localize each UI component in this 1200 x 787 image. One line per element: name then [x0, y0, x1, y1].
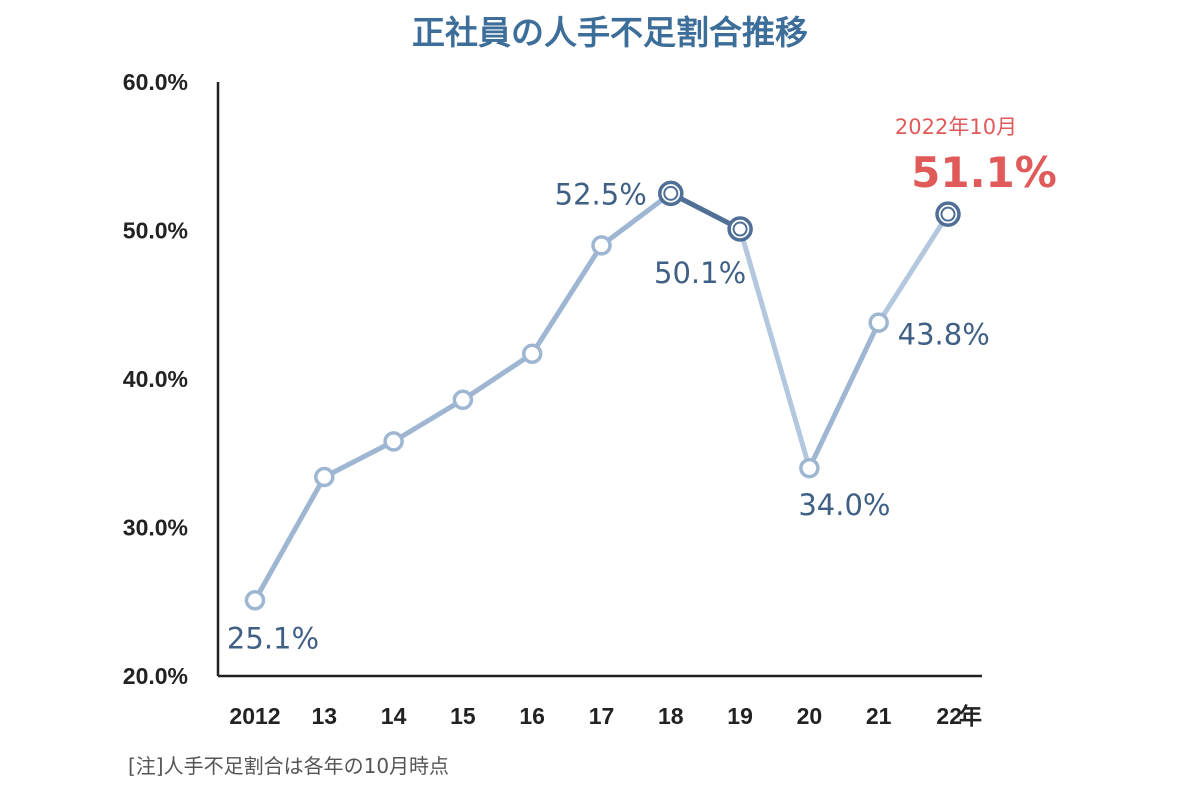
line-segment [529, 242, 604, 357]
x-tick-label: 19 [727, 703, 753, 729]
line-segment [737, 226, 812, 471]
data-point [591, 235, 612, 256]
data-point [521, 343, 543, 365]
y-tick-label: 20.0% [123, 663, 188, 689]
data-point-inner-ring [663, 185, 679, 201]
line-segment [252, 474, 327, 603]
series-line [252, 190, 951, 603]
data-label: 34.0% [798, 488, 890, 522]
line-segment [391, 397, 466, 444]
x-tick-label: 13 [312, 703, 338, 729]
x-axis-unit: 年 [959, 703, 982, 730]
x-tick-labels: 2012 13 14 15 16 17 18 19 20 21 22 [229, 703, 962, 729]
line-segment [321, 438, 397, 480]
x-tick-label: 18 [658, 703, 684, 729]
data-labels: 25.1% 52.5% 50.1% 34.0% 43.8% [227, 177, 990, 655]
data-label: 43.8% [898, 318, 990, 352]
data-point-inner-ring [940, 206, 956, 222]
line-segment [460, 351, 535, 403]
highlight-date-label: 2022年10月 [895, 115, 1017, 139]
x-tick-label: 17 [589, 703, 615, 729]
line-segment [876, 211, 951, 326]
line-segment [668, 190, 743, 232]
data-label: 50.1% [654, 256, 746, 290]
data-label: 25.1% [227, 621, 319, 655]
data-point [314, 466, 335, 488]
data-point [868, 312, 889, 333]
y-tick-label: 50.0% [123, 218, 188, 244]
y-tick-labels: 20.0% 30.0% 40.0% 50.0% 60.0% [123, 69, 188, 689]
y-tick-label: 30.0% [123, 515, 188, 541]
y-tick-label: 40.0% [123, 366, 188, 392]
x-tick-label: 21 [866, 703, 892, 729]
data-point [799, 457, 820, 479]
x-tick-label: 14 [381, 703, 407, 729]
data-point-inner-ring [732, 221, 748, 237]
y-tick-label: 60.0% [123, 69, 188, 95]
highlight-value-label: 51.1% [911, 148, 1057, 197]
x-tick-label: 2012 [229, 703, 280, 729]
line-segment [806, 320, 882, 471]
data-label: 52.5% [555, 177, 647, 211]
chart-title: 正社員の人手不足割合推移 [412, 13, 808, 52]
x-tick-label: 15 [450, 703, 476, 729]
x-tick-label: 20 [797, 703, 823, 729]
data-point [452, 389, 474, 411]
x-tick-label: 22 [936, 703, 962, 729]
data-point [383, 431, 404, 452]
footnote: [注]人手不足割合は各年の10月時点 [128, 754, 449, 778]
x-tick-label: 16 [519, 703, 545, 729]
data-points [244, 180, 961, 611]
data-point [244, 590, 266, 611]
line-segment [599, 190, 674, 248]
